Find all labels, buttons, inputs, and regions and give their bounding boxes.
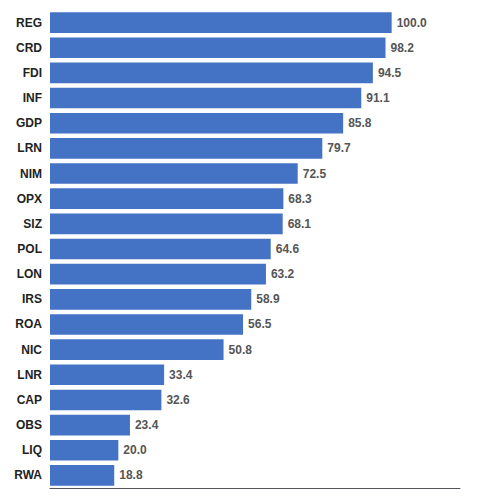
svg-text:FDI: FDI	[23, 66, 42, 80]
svg-text:CAP: CAP	[17, 393, 42, 407]
svg-text:58.9: 58.9	[256, 292, 280, 306]
svg-text:LIQ: LIQ	[22, 443, 42, 457]
svg-text:ROA: ROA	[15, 317, 42, 331]
svg-text:68.3: 68.3	[288, 192, 312, 206]
svg-text:LRN: LRN	[17, 141, 42, 155]
svg-text:64.6: 64.6	[276, 242, 300, 256]
svg-text:SIZ: SIZ	[23, 217, 42, 231]
svg-text:50.8: 50.8	[229, 343, 253, 357]
svg-text:98.2: 98.2	[391, 41, 415, 55]
svg-text:LNR: LNR	[17, 368, 42, 382]
svg-text:20.0: 20.0	[123, 443, 147, 457]
svg-text:18.8: 18.8	[119, 468, 143, 482]
svg-text:100.0: 100.0	[397, 16, 427, 30]
svg-text:LON: LON	[17, 267, 42, 281]
svg-text:POL: POL	[17, 242, 42, 256]
svg-text:85.8: 85.8	[348, 116, 372, 130]
svg-text:32.6: 32.6	[166, 393, 190, 407]
svg-text:RWA: RWA	[14, 468, 42, 482]
svg-text:REG: REG	[16, 16, 42, 30]
svg-text:68.1: 68.1	[288, 217, 312, 231]
svg-text:91.1: 91.1	[366, 91, 390, 105]
svg-text:NIC: NIC	[21, 343, 42, 357]
svg-text:INF: INF	[23, 91, 42, 105]
svg-text:72.5: 72.5	[303, 167, 327, 181]
svg-text:NIM: NIM	[20, 167, 42, 181]
svg-text:63.2: 63.2	[271, 267, 295, 281]
svg-text:OBS: OBS	[16, 418, 42, 432]
svg-text:94.5: 94.5	[378, 66, 402, 80]
svg-text:23.4: 23.4	[135, 418, 159, 432]
svg-text:IRS: IRS	[22, 292, 42, 306]
svg-text:33.4: 33.4	[169, 368, 193, 382]
svg-text:GDP: GDP	[16, 116, 42, 130]
svg-text:CRD: CRD	[16, 41, 42, 55]
svg-text:56.5: 56.5	[248, 317, 272, 331]
svg-text:OPX: OPX	[17, 192, 42, 206]
svg-text:79.7: 79.7	[327, 141, 351, 155]
